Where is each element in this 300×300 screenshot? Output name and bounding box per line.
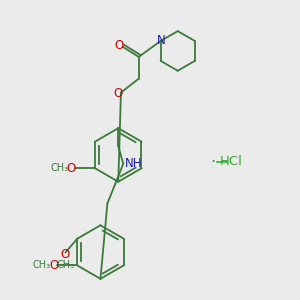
Text: HCl: HCl [220,155,243,168]
Text: CH₃: CH₃ [50,163,68,173]
Text: ·: · [210,153,215,171]
Text: O: O [67,162,76,175]
Text: O: O [61,248,70,261]
Text: O: O [113,87,123,100]
Text: NH: NH [124,158,142,170]
Text: O: O [114,40,124,52]
Text: O: O [49,259,58,272]
Text: CH₃: CH₃ [56,260,74,270]
Text: CH₃: CH₃ [33,260,51,270]
Text: N: N [157,34,166,46]
